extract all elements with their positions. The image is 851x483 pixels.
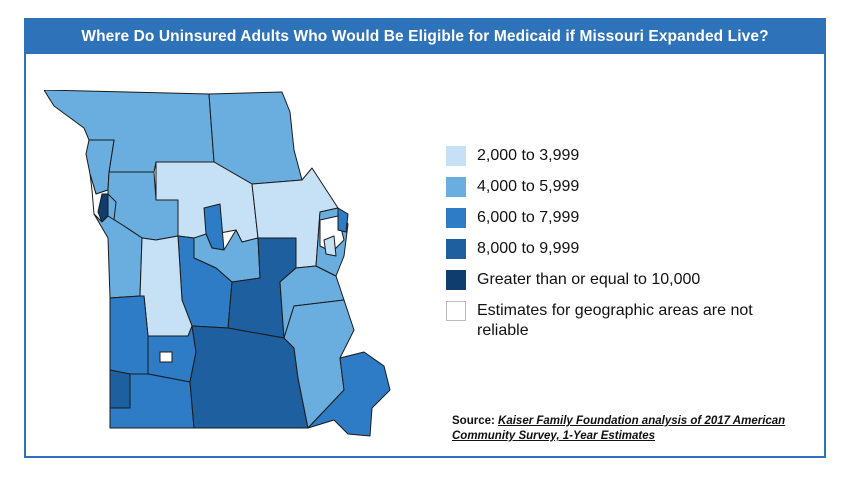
legend-item: 4,000 to 5,999 [446, 177, 786, 197]
legend-swatch [446, 301, 466, 321]
figure-frame: Where Do Uninsured Adults Who Would Be E… [24, 18, 826, 458]
legend-label: Estimates for geographic areas are not r… [477, 302, 753, 339]
legend-label: 6,000 to 7,999 [477, 209, 580, 226]
legend-item: 8,000 to 9,999 [446, 239, 786, 259]
legend-item: Greater than or equal to 10,000 [446, 270, 786, 290]
legend-swatch [446, 239, 466, 259]
region-stl-light[interactable] [323, 235, 337, 257]
legend-label: Greater than or equal to 10,000 [477, 271, 701, 288]
region-bootheel[interactable] [307, 351, 391, 437]
legend-item: Estimates for geographic areas are not r… [446, 301, 786, 341]
legend-item: 6,000 to 7,999 [446, 208, 786, 228]
missouri-map [44, 90, 391, 437]
source-citation: Kaiser Family Foundation analysis of 201… [452, 415, 786, 442]
legend-item: 2,000 to 3,999 [446, 146, 786, 166]
region-stl-core[interactable] [337, 207, 349, 233]
figure-title: Where Do Uninsured Adults Who Would Be E… [26, 20, 824, 54]
legend-swatch [446, 270, 466, 290]
legend-swatch [446, 146, 466, 166]
legend-label: 8,000 to 9,999 [477, 240, 580, 257]
region-nw-band[interactable] [44, 90, 215, 173]
map-legend: 2,000 to 3,999 4,000 to 5,999 6,000 to 7… [446, 146, 786, 352]
source-note: Source: Kaiser Family Foundation analysi… [452, 414, 812, 444]
region-west-mid-dark[interactable] [109, 295, 149, 375]
legend-swatch [446, 177, 466, 197]
region-far-sw-navy[interactable] [109, 369, 131, 409]
legend-swatch [446, 208, 466, 228]
region-sw-unreliable[interactable] [159, 351, 173, 363]
source-lead: Source: [452, 415, 495, 427]
region-south-border[interactable] [109, 373, 195, 429]
legend-label: 2,000 to 3,999 [477, 147, 580, 164]
legend-label: 4,000 to 5,999 [477, 178, 580, 195]
